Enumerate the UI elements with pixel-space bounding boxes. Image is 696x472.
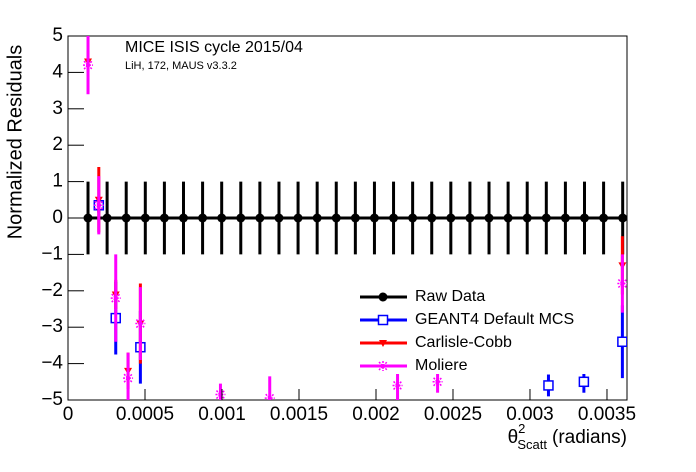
legend-marker	[378, 292, 388, 302]
point	[83, 213, 93, 223]
legend-marker	[377, 314, 389, 326]
y-tick-label: −5	[41, 389, 63, 410]
x-tick-label: 0	[63, 404, 74, 425]
point	[255, 213, 265, 223]
chart-title: MICE ISIS cycle 2015/04	[125, 39, 303, 56]
y-tick-label: −3	[41, 316, 63, 337]
y-tick-label: −2	[41, 280, 63, 301]
point	[236, 213, 246, 223]
point	[618, 213, 627, 223]
point	[427, 213, 437, 223]
point	[198, 213, 208, 223]
point	[543, 380, 554, 391]
point	[110, 293, 121, 304]
point	[392, 380, 403, 391]
y-tick-label: 4	[52, 61, 63, 82]
x-tick-label: 0.0035	[578, 404, 636, 425]
legend-label: Moliere	[415, 357, 468, 374]
point	[389, 213, 399, 223]
x-label-symbol: θ	[508, 427, 519, 448]
point	[465, 213, 475, 223]
x-axis-label: θ2 Scatt (radians)	[508, 421, 627, 452]
y-tick-label: −4	[41, 353, 63, 374]
y-tick-label: 2	[52, 134, 63, 155]
point	[217, 213, 227, 223]
point	[599, 213, 609, 223]
legend-marker	[379, 340, 387, 347]
legend-box	[355, 284, 611, 374]
x-tick-label: 0.0015	[270, 404, 328, 425]
point	[331, 213, 341, 223]
point	[135, 318, 146, 329]
point	[274, 213, 284, 223]
point	[484, 213, 494, 223]
y-tick-label: −1	[41, 243, 63, 264]
point	[503, 213, 513, 223]
point	[369, 213, 379, 223]
y-tick-label: 1	[52, 171, 63, 192]
x-tick-label: 0.0005	[116, 404, 174, 425]
point	[522, 213, 532, 223]
point	[617, 278, 627, 289]
point	[446, 213, 456, 223]
point	[579, 213, 589, 223]
legend-label: GEANT4 Default MCS	[415, 311, 574, 328]
point	[102, 213, 112, 223]
x-tick-label: 0.002	[352, 404, 400, 425]
y-tick-label: 3	[52, 98, 63, 119]
point	[432, 376, 443, 387]
x-label-sup: 2	[518, 421, 525, 436]
x-tick-label: 0.003	[506, 404, 554, 425]
point	[578, 376, 590, 388]
point	[121, 213, 131, 223]
point	[617, 336, 627, 348]
y-axis-label: Normalized Residuals	[4, 45, 26, 240]
point	[264, 393, 275, 400]
point	[541, 213, 551, 223]
x-label-sub: Scatt	[517, 437, 547, 452]
point	[312, 213, 322, 223]
point	[159, 213, 169, 223]
point	[140, 213, 150, 223]
point	[350, 213, 360, 223]
y-tick-label: 5	[52, 25, 63, 46]
legend-label: Raw Data	[415, 288, 485, 305]
legend-marker	[378, 361, 388, 371]
point	[215, 389, 226, 400]
point	[560, 213, 570, 223]
chart-subtitle: LiH, 172, MAUS v3.3.2	[125, 60, 237, 72]
x-label-unit: (radians)	[552, 427, 627, 448]
point	[123, 373, 134, 384]
legend: Raw Data GEANT4 Default MCS Carlisle-Cobb M…	[360, 288, 574, 374]
point	[408, 213, 418, 223]
y-tick-label: 0	[52, 207, 63, 228]
point	[178, 213, 188, 223]
legend-label: Carlisle-Cobb	[415, 334, 512, 351]
x-tick-label: 0.001	[198, 404, 246, 425]
plot-area	[83, 36, 627, 400]
x-tick-label: 0.0025	[424, 404, 482, 425]
point	[93, 200, 104, 211]
point	[293, 213, 303, 223]
